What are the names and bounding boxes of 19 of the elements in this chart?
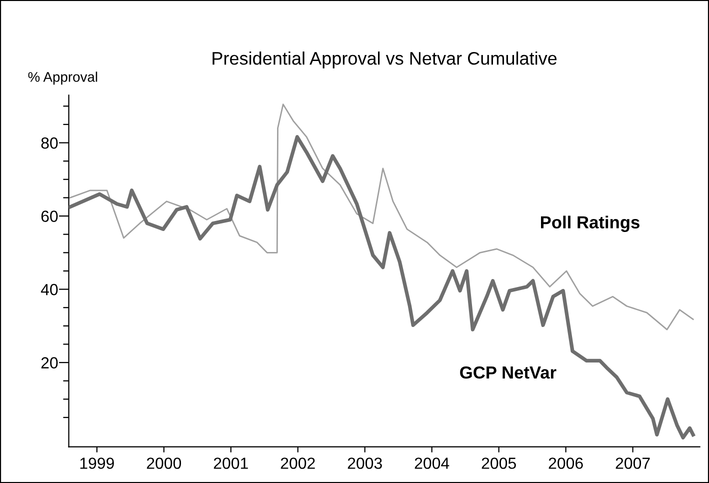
x-tick-label: 2006 — [548, 458, 583, 469]
x-tick-label: 2007 — [616, 458, 650, 469]
line-series — [68, 135, 695, 440]
x-tick-label: 2002 — [280, 458, 315, 469]
y-tick-label: 20 — [41, 357, 58, 368]
y-tick-label: 40 — [40, 284, 58, 296]
series-label: Poll Ratings — [540, 216, 640, 232]
x-tick-label: 2005 — [482, 458, 516, 469]
x-tick-label: 2004 — [414, 458, 450, 469]
series-label: GCP NetVar — [460, 366, 556, 379]
chart-title: Presidential Approval vs Netvar Cumulative — [212, 52, 557, 68]
x-tick-label: 2003 — [348, 458, 382, 469]
y-axis-title: % Approval — [28, 72, 98, 85]
line-series — [69, 104, 694, 330]
x-tick-label: 2000 — [146, 458, 182, 469]
y-tick-label: 60 — [41, 210, 58, 222]
x-tick-label: 1999 — [80, 458, 114, 469]
x-tick-label: 2001 — [214, 458, 248, 469]
y-tick-label: 80 — [41, 137, 58, 149]
